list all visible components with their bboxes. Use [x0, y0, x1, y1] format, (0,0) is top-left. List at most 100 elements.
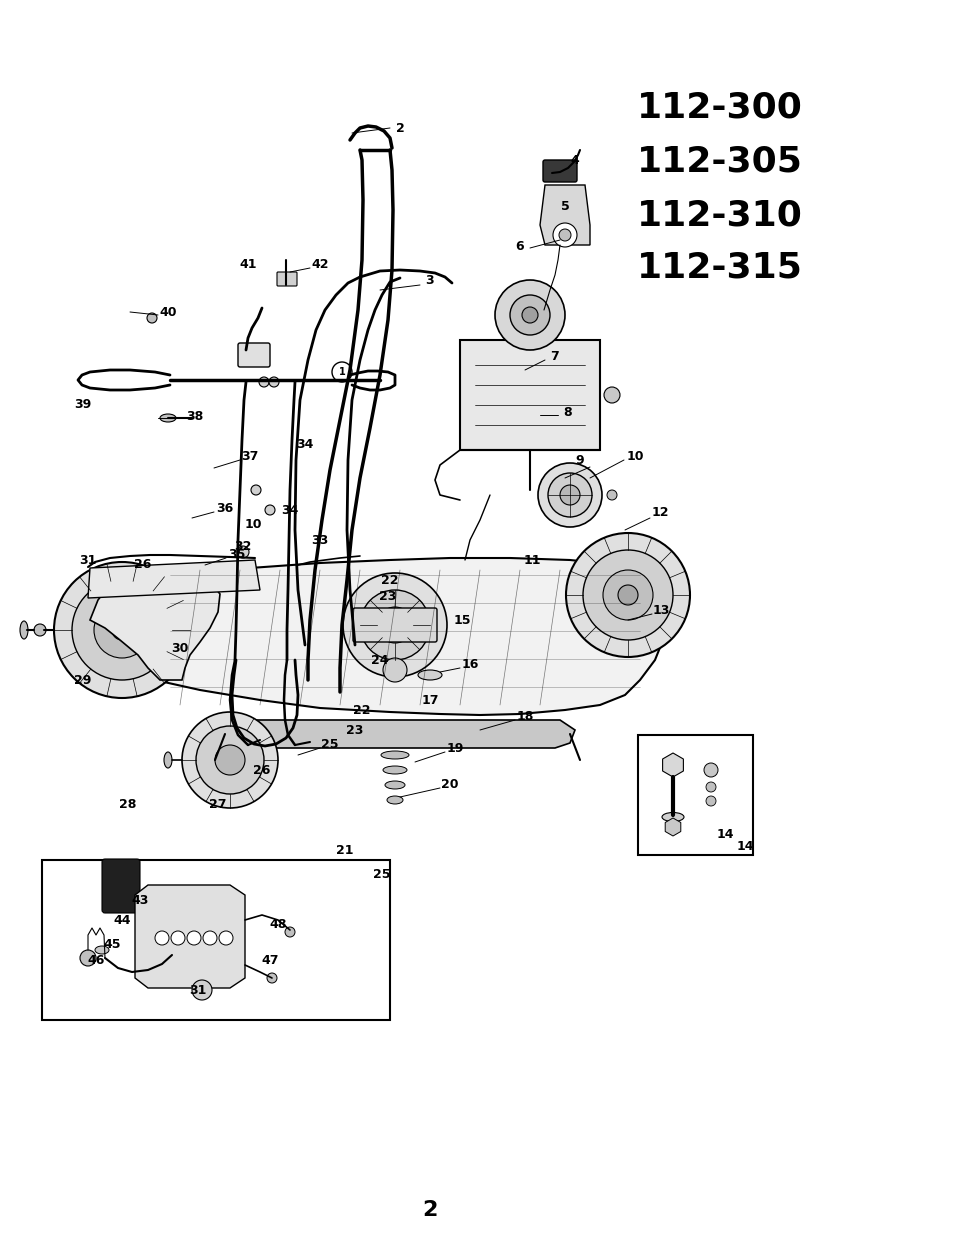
Text: 14: 14: [736, 841, 753, 854]
Circle shape: [705, 782, 716, 792]
Text: 112-305: 112-305: [637, 145, 802, 179]
Text: 6: 6: [516, 239, 524, 253]
Text: 42: 42: [311, 258, 329, 272]
Ellipse shape: [661, 812, 683, 821]
Text: 36: 36: [216, 501, 233, 515]
Text: 5: 5: [560, 201, 569, 213]
Polygon shape: [85, 558, 669, 715]
Circle shape: [537, 464, 601, 527]
Text: 48: 48: [269, 918, 287, 932]
Circle shape: [495, 280, 564, 350]
FancyBboxPatch shape: [542, 159, 577, 182]
Bar: [638, 735, 752, 855]
Text: 2: 2: [422, 1200, 437, 1220]
Circle shape: [187, 931, 201, 944]
Circle shape: [54, 562, 190, 698]
Circle shape: [71, 579, 172, 680]
Text: 26: 26: [253, 764, 271, 776]
Ellipse shape: [385, 781, 405, 789]
Text: 19: 19: [446, 741, 463, 755]
Text: 23: 23: [379, 589, 396, 603]
Circle shape: [603, 388, 619, 402]
Text: 34: 34: [281, 503, 298, 517]
Circle shape: [618, 586, 638, 606]
Text: 35: 35: [228, 548, 246, 562]
Text: 23: 23: [346, 724, 363, 736]
Circle shape: [602, 569, 652, 621]
Circle shape: [285, 927, 294, 937]
Text: 21: 21: [335, 844, 354, 856]
Circle shape: [269, 378, 278, 388]
Circle shape: [382, 658, 407, 682]
Text: 7: 7: [550, 349, 558, 363]
Ellipse shape: [164, 753, 172, 768]
Circle shape: [112, 621, 132, 640]
Text: 31: 31: [189, 983, 207, 997]
Circle shape: [251, 485, 261, 495]
Polygon shape: [459, 340, 599, 450]
Text: 25: 25: [373, 867, 391, 881]
Text: 18: 18: [516, 710, 533, 724]
Ellipse shape: [417, 670, 441, 680]
Text: 112-310: 112-310: [637, 199, 802, 233]
Text: 10: 10: [625, 450, 643, 462]
Circle shape: [553, 223, 577, 247]
Circle shape: [558, 229, 571, 240]
Text: 29: 29: [74, 674, 91, 687]
Text: 31: 31: [79, 553, 96, 567]
Polygon shape: [220, 720, 575, 748]
Circle shape: [195, 726, 264, 794]
Text: 3: 3: [425, 274, 434, 287]
Circle shape: [219, 931, 233, 944]
Ellipse shape: [95, 946, 109, 954]
Ellipse shape: [380, 751, 409, 759]
Circle shape: [547, 473, 592, 517]
Text: 40: 40: [159, 305, 176, 319]
Text: 37: 37: [241, 450, 258, 462]
Circle shape: [154, 931, 169, 944]
Bar: [42, 860, 390, 1020]
Text: 28: 28: [119, 799, 136, 811]
Circle shape: [606, 490, 617, 500]
Circle shape: [147, 313, 157, 323]
Circle shape: [267, 973, 276, 983]
Circle shape: [376, 607, 413, 643]
Circle shape: [332, 363, 352, 383]
Circle shape: [171, 931, 185, 944]
Text: 9: 9: [575, 454, 583, 466]
Text: 32: 32: [234, 541, 252, 553]
Text: 30: 30: [172, 642, 189, 654]
Text: 39: 39: [74, 397, 91, 410]
Text: 44: 44: [113, 913, 131, 927]
Text: 112-315: 112-315: [637, 250, 802, 285]
Text: 34: 34: [296, 439, 314, 451]
Ellipse shape: [160, 414, 175, 422]
Circle shape: [359, 591, 430, 660]
Text: 1: 1: [338, 368, 345, 378]
Circle shape: [510, 295, 550, 335]
Circle shape: [565, 533, 689, 657]
Circle shape: [265, 505, 274, 515]
Text: 2: 2: [395, 122, 404, 135]
Polygon shape: [135, 885, 245, 988]
Text: 38: 38: [186, 410, 203, 422]
Text: 47: 47: [261, 953, 278, 967]
Text: 46: 46: [88, 953, 105, 967]
Circle shape: [343, 573, 447, 677]
Text: 26: 26: [134, 558, 152, 572]
Text: 22: 22: [353, 704, 371, 716]
Polygon shape: [90, 572, 220, 680]
Circle shape: [192, 981, 212, 1001]
Text: 112-300: 112-300: [637, 91, 802, 125]
Circle shape: [80, 949, 96, 966]
Text: 10: 10: [244, 518, 261, 532]
Polygon shape: [539, 184, 589, 245]
Circle shape: [705, 796, 716, 806]
Circle shape: [214, 745, 245, 775]
Polygon shape: [88, 559, 260, 598]
Text: 17: 17: [421, 694, 438, 706]
Text: 25: 25: [321, 739, 338, 751]
Circle shape: [703, 763, 718, 778]
Circle shape: [258, 378, 269, 388]
Circle shape: [521, 307, 537, 323]
